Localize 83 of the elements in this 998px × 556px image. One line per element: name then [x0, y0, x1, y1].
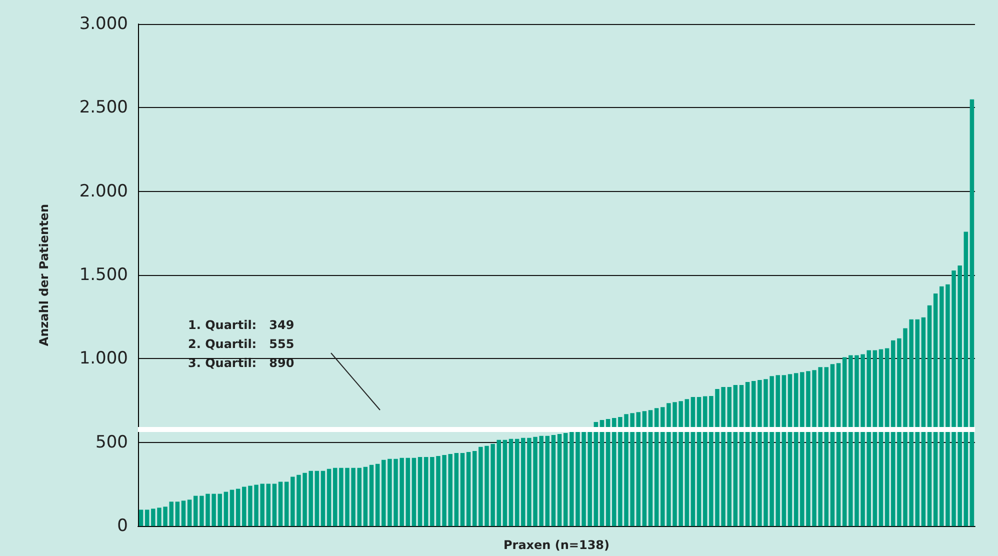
- bar: [369, 464, 374, 526]
- annotation: 1. Quartil: 349: [188, 318, 294, 332]
- bar: [642, 411, 647, 526]
- bar: [175, 502, 180, 526]
- bar: [266, 484, 271, 526]
- bar: [563, 433, 568, 526]
- bar: [751, 380, 756, 526]
- bar: [502, 440, 508, 526]
- bar: [454, 452, 459, 526]
- bar: [842, 357, 847, 526]
- y-tick-label: 3.000: [79, 14, 128, 34]
- bar: [460, 452, 465, 526]
- bar: [915, 319, 920, 526]
- bar: [272, 484, 277, 526]
- bar: [514, 438, 520, 526]
- bar: [278, 482, 283, 526]
- bar: [363, 466, 368, 526]
- bar: [424, 456, 428, 526]
- bar: [284, 482, 289, 526]
- bar: [314, 470, 320, 526]
- bar: [824, 367, 829, 526]
- bar: [782, 375, 786, 526]
- y-tick-label: 2.500: [79, 98, 128, 118]
- bar: [181, 500, 186, 526]
- annotation: 2. Quartil: 555: [188, 337, 294, 351]
- bar: [788, 374, 792, 526]
- y-tick-label: 1.500: [79, 265, 128, 286]
- bar: [648, 410, 653, 526]
- bar: [836, 363, 841, 526]
- bar: [654, 408, 659, 526]
- bar: [970, 99, 974, 526]
- bar: [612, 418, 616, 526]
- bar: [557, 434, 562, 526]
- bar: [964, 232, 968, 526]
- bar: [733, 385, 738, 526]
- bar: [927, 305, 932, 526]
- bar: [551, 435, 556, 526]
- bar: [684, 399, 690, 526]
- bar: [326, 468, 332, 526]
- bar: [606, 418, 610, 526]
- bar: [144, 510, 150, 526]
- bar: [739, 385, 744, 526]
- bar: [872, 350, 878, 526]
- bar: [776, 375, 780, 526]
- bar: [412, 458, 416, 526]
- x-axis-title: Praxen (n=138): [503, 538, 610, 552]
- bar: [224, 492, 228, 526]
- bar: [890, 340, 896, 526]
- bar: [830, 364, 835, 526]
- bar: [218, 494, 222, 526]
- bar: [594, 422, 598, 526]
- bar: [472, 450, 477, 526]
- y-tick-label: 1.000: [79, 348, 128, 369]
- bar: [320, 470, 326, 526]
- bar: [745, 382, 750, 526]
- bar: [545, 436, 550, 526]
- bar: [332, 468, 338, 526]
- bar: [193, 496, 198, 526]
- bar: [236, 488, 240, 526]
- bar: [690, 397, 696, 526]
- bar: [921, 317, 926, 526]
- bar: [375, 464, 380, 526]
- y-axis-title: Anzahl der Patienten: [37, 204, 51, 346]
- bar: [600, 420, 604, 526]
- bar: [357, 468, 362, 526]
- y-tick-label: 2.000: [79, 181, 128, 202]
- bar: [230, 490, 234, 526]
- bar: [406, 458, 410, 526]
- bar: [138, 510, 144, 526]
- bar: [702, 396, 708, 526]
- bar: [933, 293, 938, 526]
- bar: [884, 348, 890, 526]
- bar: [696, 397, 702, 526]
- bar: [418, 456, 422, 526]
- bar: [794, 373, 798, 526]
- bar: [466, 452, 471, 526]
- bar: [187, 500, 192, 526]
- bar: [878, 349, 884, 526]
- bar: [636, 412, 641, 526]
- bar: [496, 440, 502, 526]
- bar: [508, 438, 514, 526]
- y-tick-label: 0: [117, 516, 128, 536]
- y-tick-label: 500: [96, 432, 128, 452]
